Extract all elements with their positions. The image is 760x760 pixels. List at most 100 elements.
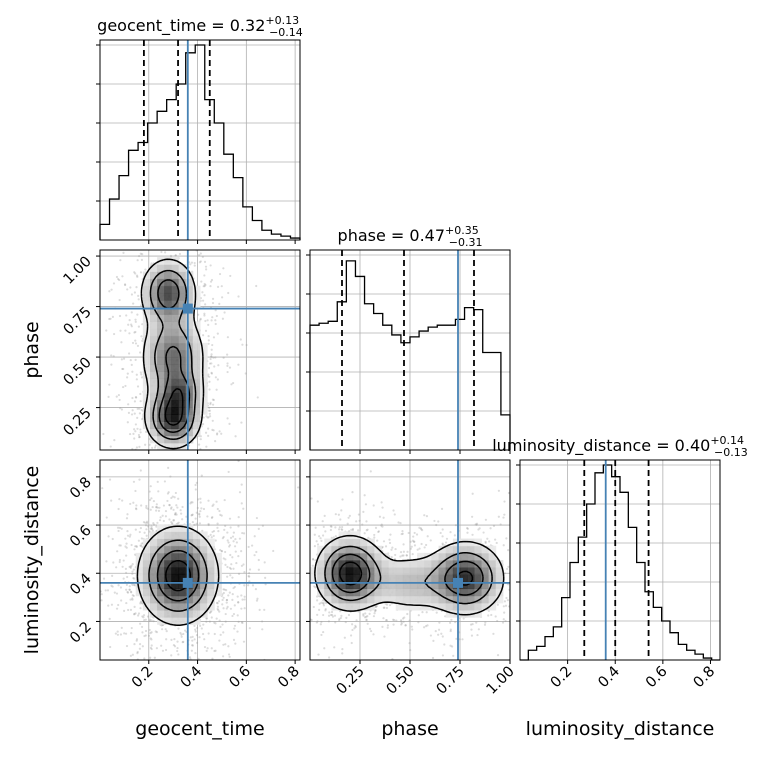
sample-point (134, 330, 137, 334)
sample-point (413, 544, 417, 547)
sample-point (229, 274, 232, 278)
x-tick-label: 0.2 (548, 664, 576, 692)
sample-point (477, 628, 480, 631)
sample-point (317, 653, 320, 656)
density-cell (331, 545, 340, 554)
sample-point (232, 612, 236, 616)
sample-point (316, 543, 320, 546)
sample-point (261, 628, 264, 631)
density-cell (495, 581, 504, 590)
sample-point (242, 507, 245, 510)
density-cell (178, 588, 187, 597)
density-cell (402, 602, 411, 611)
sample-point (492, 524, 496, 527)
density-cell (178, 428, 187, 437)
sample-point (133, 428, 136, 431)
density-cell (164, 595, 172, 604)
density-cell (164, 328, 172, 337)
sample-point (207, 342, 210, 345)
panel-frame (519, 459, 721, 661)
sample-point (392, 618, 395, 621)
sample-point (154, 630, 157, 633)
sample-point (139, 392, 142, 396)
sample-point (174, 491, 177, 495)
sample-point (425, 543, 428, 547)
sample-point (170, 654, 173, 657)
density-cell (402, 595, 411, 604)
sample-point (139, 601, 142, 604)
sample-point (189, 263, 192, 266)
density-cell (150, 610, 158, 618)
sample-point (383, 606, 386, 609)
sample-point (148, 437, 151, 441)
hist-panel-luminosity_distance: luminosity_distance = 0.40+0.14 −0.13 (492, 434, 748, 664)
density-cell (474, 560, 482, 568)
sample-point (409, 547, 412, 550)
sample-point (139, 469, 142, 472)
density-cell (150, 560, 158, 568)
sample-point (213, 621, 216, 624)
density-cell (417, 595, 425, 604)
sample-point (155, 647, 158, 650)
sample-point (237, 363, 240, 366)
sample-point (221, 537, 224, 540)
sample-point (222, 267, 225, 270)
sample-point (128, 565, 131, 568)
sample-point (424, 625, 428, 628)
sample-point (471, 623, 474, 626)
density-cell (178, 300, 187, 308)
sample-point (229, 536, 233, 540)
density-cell (178, 414, 187, 422)
sample-point (120, 626, 123, 629)
sample-point (216, 507, 219, 511)
sample-point (115, 566, 118, 569)
sample-point (351, 628, 354, 632)
density-cell (192, 538, 201, 547)
sample-point (347, 613, 351, 617)
sample-point (211, 428, 214, 431)
sample-point (223, 498, 226, 502)
density-cell (135, 567, 144, 575)
sample-point (328, 656, 331, 659)
density-cell (171, 378, 180, 387)
density-cell (474, 574, 482, 582)
sample-point (208, 620, 211, 623)
sample-point (211, 530, 214, 534)
density-cell (360, 602, 368, 611)
density-cell (157, 342, 165, 351)
sample-point (343, 636, 346, 639)
sample-point (197, 498, 200, 501)
density-cell (192, 552, 201, 561)
sample-point (255, 550, 258, 554)
sample-point (374, 609, 377, 612)
sample-point (209, 280, 213, 283)
sample-point (100, 599, 103, 602)
sample-point (210, 372, 213, 375)
density-cell (331, 581, 340, 590)
sample-point (310, 618, 313, 622)
density-cell (157, 524, 165, 532)
density-cell (185, 285, 194, 294)
sample-point (441, 654, 445, 657)
sample-point (150, 497, 153, 500)
sample-point (169, 507, 173, 510)
density-cell (157, 610, 165, 618)
sample-point (134, 342, 138, 345)
density-cell (338, 567, 347, 575)
sample-point (220, 514, 223, 517)
density-cell (488, 588, 497, 597)
sample-point (393, 619, 396, 622)
sample-point (263, 561, 266, 564)
density-cell (178, 335, 187, 344)
sample-point (203, 285, 206, 288)
density-cell (171, 560, 180, 568)
sample-point (228, 545, 231, 548)
sample-point (401, 554, 404, 557)
sample-point (130, 632, 133, 635)
sample-point (108, 478, 112, 481)
density-cell (338, 602, 347, 611)
sample-point (202, 285, 205, 288)
sample-point (194, 630, 197, 633)
sample-point (237, 601, 240, 604)
sample-point (323, 647, 326, 650)
